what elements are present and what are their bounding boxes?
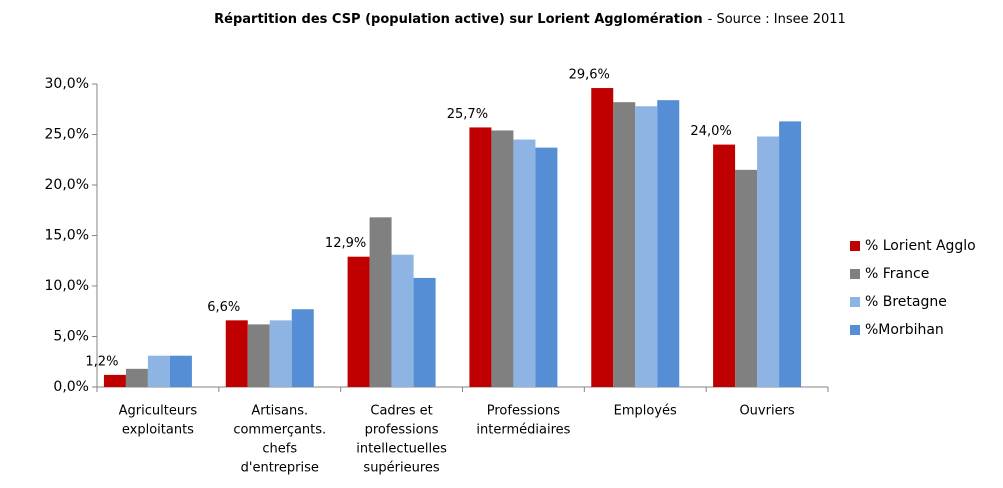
bar bbox=[779, 121, 802, 388]
legend-swatch bbox=[850, 297, 860, 307]
bar bbox=[513, 139, 536, 387]
data-label: 1,2% bbox=[85, 354, 118, 369]
legend-label: % France bbox=[865, 266, 929, 282]
chart-title: Répartition des CSP (population active) … bbox=[214, 12, 846, 27]
x-tick-label: supérieures bbox=[363, 461, 440, 476]
bar bbox=[125, 368, 148, 387]
data-label: 12,9% bbox=[325, 236, 366, 251]
bar bbox=[591, 88, 614, 387]
bar bbox=[735, 169, 758, 387]
y-tick-label: 15,0% bbox=[45, 228, 89, 244]
bar bbox=[225, 320, 248, 387]
x-tick-label: Artisans. bbox=[251, 404, 308, 419]
bar bbox=[369, 217, 392, 387]
data-label: 25,7% bbox=[447, 107, 488, 122]
bar bbox=[657, 100, 680, 387]
x-tick-label: Ouvriers bbox=[739, 404, 794, 419]
legend-swatch bbox=[850, 325, 860, 335]
bar bbox=[347, 256, 370, 387]
y-tick-label: 0,0% bbox=[53, 379, 89, 395]
data-label: 29,6% bbox=[569, 68, 610, 83]
x-tick-label: exploitants bbox=[122, 423, 194, 438]
x-tick-label: professions bbox=[365, 423, 439, 438]
bar bbox=[613, 102, 636, 388]
bar bbox=[247, 324, 270, 387]
bar bbox=[269, 320, 292, 387]
x-tick-label: Professions bbox=[487, 404, 561, 419]
bar bbox=[491, 130, 514, 387]
y-tick-label: 10,0% bbox=[45, 278, 89, 294]
title-source: - Source : Insee 2011 bbox=[708, 12, 846, 27]
bar bbox=[391, 254, 414, 387]
bar bbox=[413, 277, 436, 387]
x-tick-label: intellectuelles bbox=[356, 442, 447, 457]
x-tick-label: Cadres et bbox=[370, 404, 432, 419]
bar bbox=[103, 374, 126, 387]
bar bbox=[291, 309, 314, 387]
x-tick-label: Employés bbox=[614, 404, 677, 419]
legend-swatch bbox=[850, 269, 860, 279]
legend-label: % Bretagne bbox=[865, 294, 947, 310]
x-tick-label: commerçants. bbox=[233, 423, 326, 438]
bar bbox=[757, 136, 780, 387]
legend-label: % Lorient Agglo bbox=[865, 238, 976, 254]
x-tick-label: d'entreprise bbox=[241, 461, 319, 476]
data-label: 6,6% bbox=[207, 300, 240, 315]
bar bbox=[147, 355, 170, 387]
bar bbox=[713, 144, 736, 387]
y-tick-label: 25,0% bbox=[45, 127, 89, 143]
y-tick-label: 5,0% bbox=[53, 329, 89, 345]
bar bbox=[635, 106, 658, 387]
bar bbox=[535, 147, 558, 387]
bar bbox=[169, 355, 192, 387]
title-main: Répartition des CSP (population active) … bbox=[214, 12, 703, 27]
x-tick-label: Agriculteurs bbox=[119, 404, 198, 419]
data-label: 24,0% bbox=[690, 124, 731, 139]
y-tick-label: 20,0% bbox=[45, 177, 89, 193]
x-tick-label: chefs bbox=[262, 442, 297, 457]
x-tick-label: intermédiaires bbox=[476, 423, 570, 438]
legend-label: %Morbihan bbox=[865, 322, 944, 338]
y-tick-label: 30,0% bbox=[45, 76, 89, 92]
bar bbox=[469, 127, 492, 388]
legend-swatch bbox=[850, 241, 860, 251]
